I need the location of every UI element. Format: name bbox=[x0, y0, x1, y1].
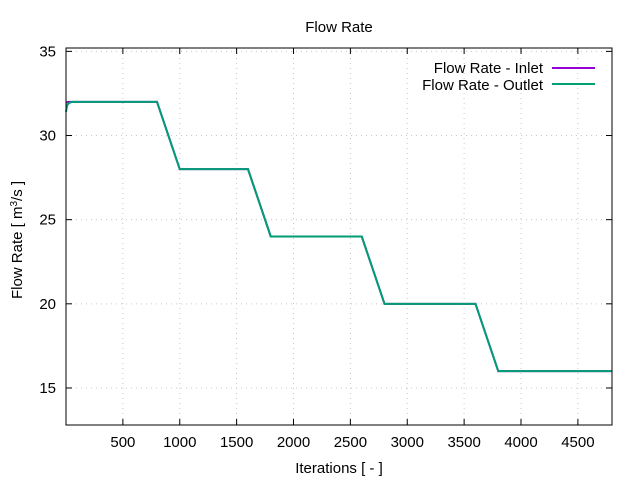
axis-ticks: 500 1000 1500 2000 2500 3000 3500 4000 4500 15 20 2… bbox=[39, 43, 612, 451]
y-axis-label-main: Flow Rate [ m bbox=[9, 207, 26, 300]
x-tick-label: 500 bbox=[110, 434, 135, 451]
x-tick-label: 4500 bbox=[561, 434, 594, 451]
x-tick-label: 1000 bbox=[163, 434, 196, 451]
x-tick-label: 3500 bbox=[447, 434, 480, 451]
y-axis-label: Flow Rate [ m3/s ] bbox=[9, 181, 26, 299]
y-tick-label: 35 bbox=[39, 43, 56, 60]
legend-label-inlet: Flow Rate - Inlet bbox=[434, 60, 544, 77]
plot-frame bbox=[65, 47, 613, 426]
y-tick-label: 20 bbox=[39, 296, 56, 313]
plot-series bbox=[65, 100, 612, 373]
chart-title: Flow Rate bbox=[305, 19, 373, 36]
y-tick-label: 15 bbox=[39, 380, 56, 397]
x-tick-label: 3000 bbox=[391, 434, 424, 451]
y-tick-label: 25 bbox=[39, 212, 56, 229]
y-axis-label-superscript: 3 bbox=[9, 201, 20, 207]
x-tick-label: 4000 bbox=[504, 434, 537, 451]
series-line-outlet bbox=[65, 100, 612, 373]
y-tick-label: 30 bbox=[39, 128, 56, 145]
legend-label-outlet: Flow Rate - Outlet bbox=[422, 77, 544, 94]
x-tick-label: 2000 bbox=[277, 434, 310, 451]
legend: Flow Rate - Inlet Flow Rate - Outlet bbox=[422, 60, 595, 94]
y-axis-label-tail: /s ] bbox=[9, 181, 26, 201]
x-tick-label: 2500 bbox=[334, 434, 367, 451]
x-tick-label: 1500 bbox=[220, 434, 253, 451]
x-axis-label: Iterations [ - ] bbox=[295, 460, 383, 477]
